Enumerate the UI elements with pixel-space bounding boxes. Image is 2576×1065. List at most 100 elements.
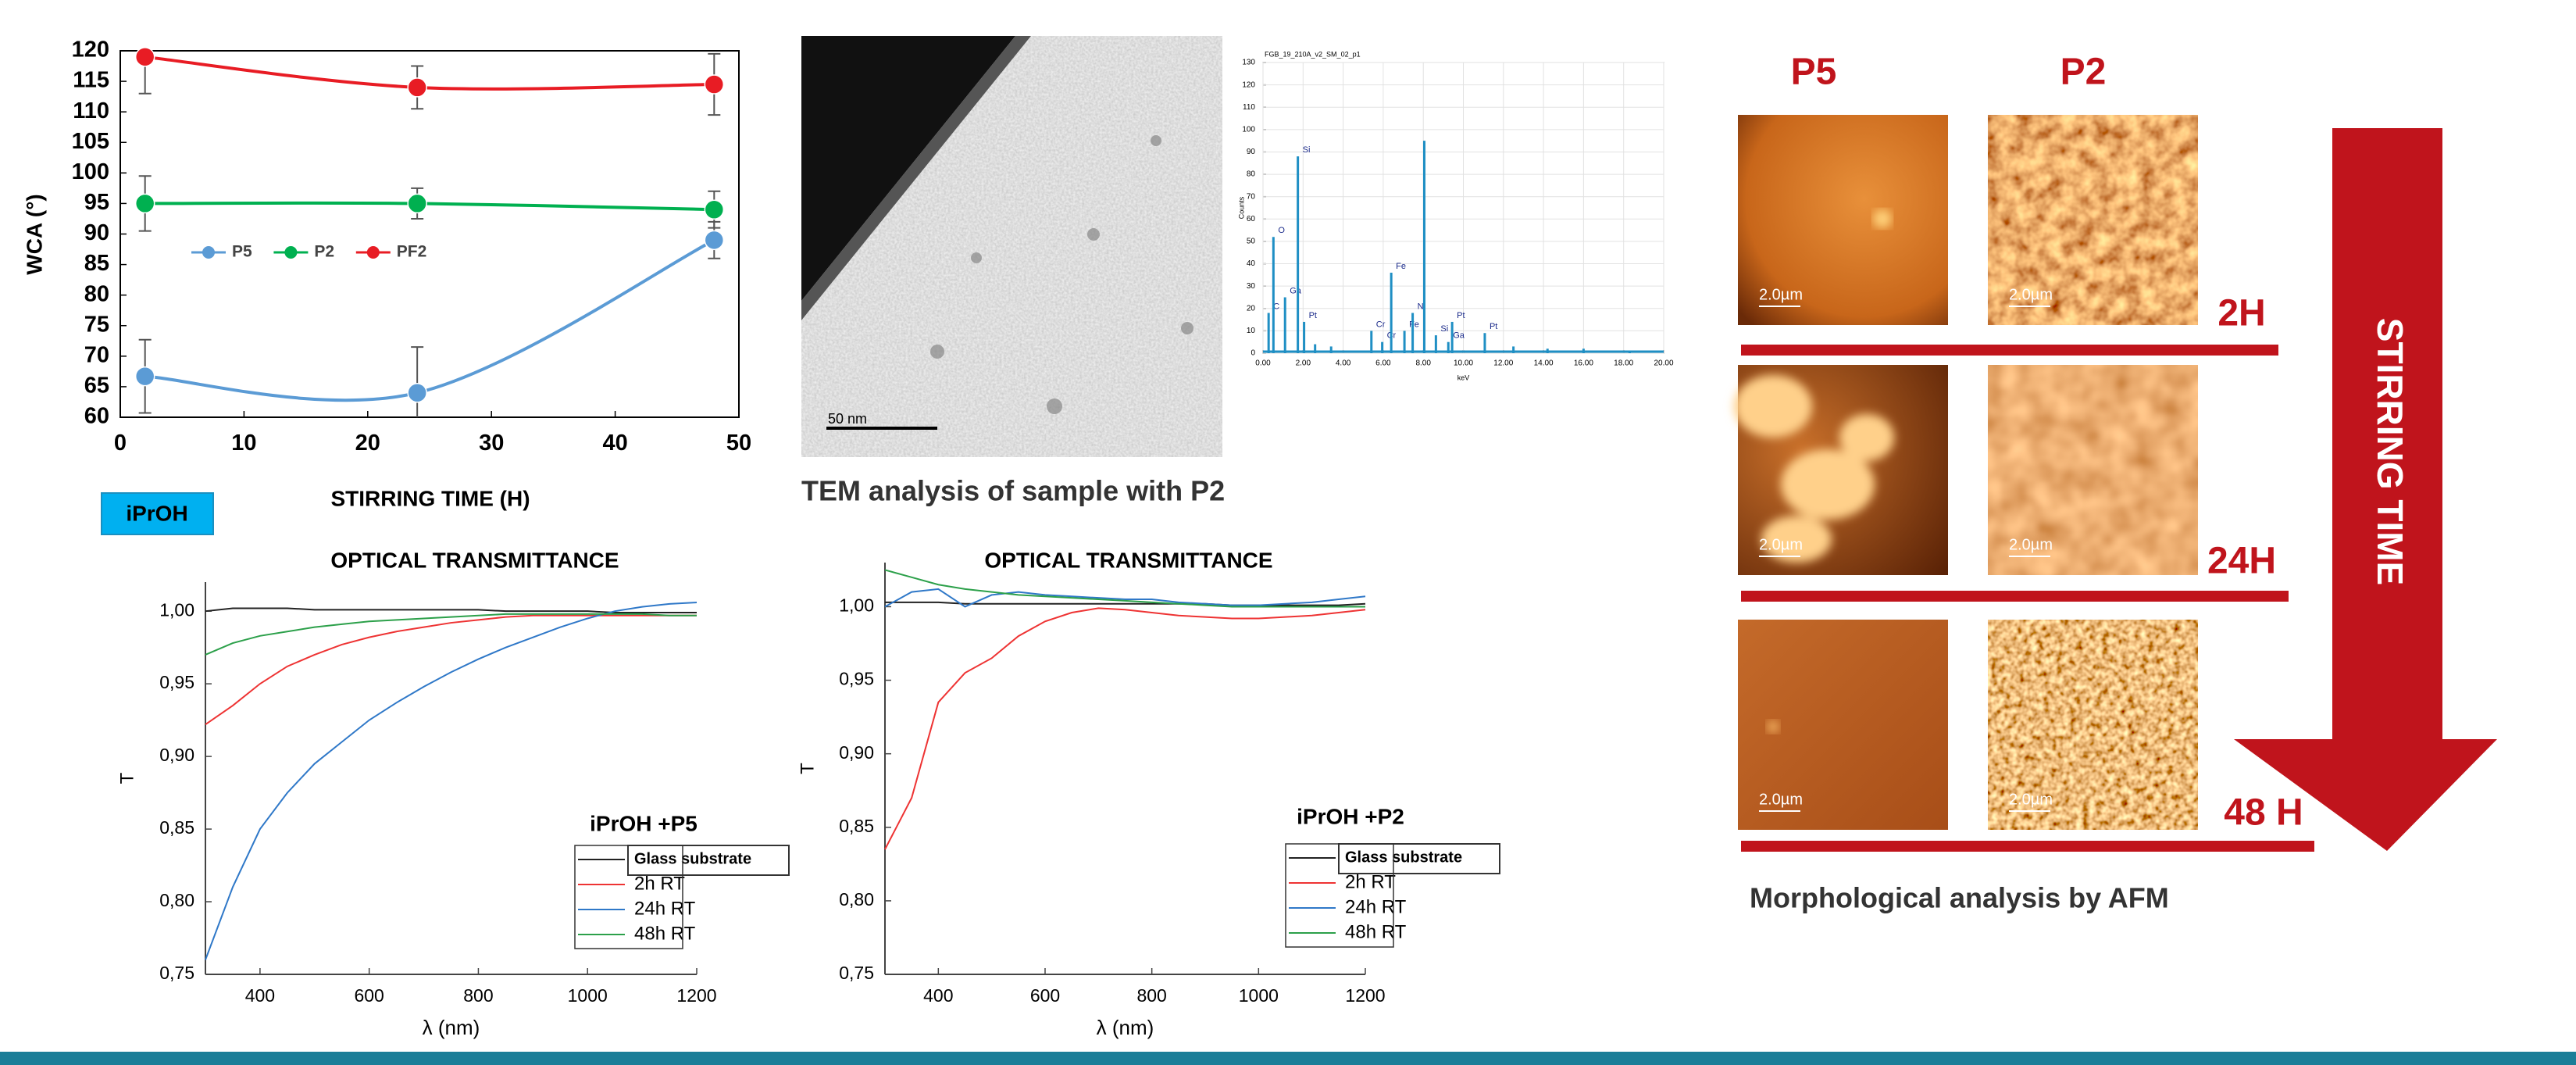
- y-tick-label: 0,85: [159, 817, 194, 838]
- series-line: [884, 569, 1365, 608]
- x-tick-label: 600: [354, 985, 384, 1006]
- x-tick-label: 400: [245, 985, 275, 1006]
- peak-label: Si: [1440, 324, 1448, 334]
- annotation: iPrOH +P2: [1297, 804, 1404, 828]
- point: [704, 230, 725, 251]
- y-axis-label: WCA (°): [22, 194, 46, 274]
- y-axis-label: Counts: [1237, 196, 1245, 219]
- footer-bar: [0, 1052, 2576, 1065]
- y-tick-label: 75: [84, 312, 109, 337]
- y-tick-label: 20: [1247, 304, 1256, 313]
- x-axis-label: λ (nm): [1097, 1016, 1154, 1039]
- y-tick-label: 0,95: [839, 669, 874, 689]
- scale-label: 2.0µm: [1759, 286, 1803, 303]
- legend-label: 2h RT: [634, 873, 685, 894]
- legend-label: 2h RT: [1345, 871, 1396, 892]
- y-tick-label: 65: [84, 373, 109, 398]
- series-line: [884, 588, 1366, 608]
- legend-label: P5: [232, 243, 252, 261]
- series-line: [205, 614, 697, 726]
- legend-label: 48h RT: [1345, 921, 1407, 942]
- y-tick-label: 0,80: [159, 890, 194, 910]
- scale-label: 2.0µm: [2009, 286, 2053, 303]
- x-tick-label: 16.00: [1574, 359, 1593, 368]
- series-line: [144, 238, 715, 402]
- x-tick-label: 1000: [1239, 985, 1279, 1006]
- scale-label: 2.0µm: [2009, 791, 2053, 808]
- scale-label: 2.0µm: [1759, 536, 1803, 553]
- peak-label: Ga: [1290, 286, 1302, 295]
- x-tick-label: 1000: [568, 985, 608, 1006]
- scale-label: 2.0µm: [1759, 791, 1803, 808]
- legend-label: Glass substrate: [634, 850, 751, 867]
- legend-label: Glass substrate: [1345, 849, 1462, 866]
- y-tick-label: 0: [1251, 349, 1255, 358]
- point: [134, 47, 155, 67]
- peak-label: O: [1278, 226, 1285, 235]
- legend-marker: [202, 246, 215, 259]
- x-tick-label: 800: [463, 985, 493, 1006]
- y-tick-label: 40: [1247, 259, 1256, 268]
- peak-label: C: [1273, 302, 1279, 311]
- legend-box: [1338, 843, 1500, 874]
- scale-label: 2.0µm: [2009, 536, 2053, 553]
- y-tick-label: 70: [84, 342, 109, 367]
- peak-label: Cr: [1376, 320, 1386, 329]
- y-tick-label: 85: [84, 251, 109, 276]
- peak-label: Si: [1303, 145, 1311, 155]
- tem-image: [801, 36, 1222, 457]
- y-tick-label: 130: [1242, 59, 1255, 67]
- series-line: [144, 55, 715, 91]
- x-axis-label: keV: [1457, 373, 1470, 381]
- x-tick-label: 30: [479, 431, 504, 456]
- point: [134, 366, 155, 387]
- peak-label: Fe: [1396, 262, 1406, 271]
- label-box: [101, 492, 214, 535]
- peak-label: Ga: [1453, 331, 1465, 341]
- y-axis-label: T: [797, 763, 818, 774]
- peak-label: Fe: [1409, 320, 1419, 329]
- legend-label: 48h RT: [634, 923, 696, 944]
- series-line: [205, 613, 697, 656]
- legend-label: P2: [314, 243, 334, 261]
- x-tick-label: 10: [231, 431, 256, 456]
- legend-label: PF2: [397, 243, 427, 261]
- legend-frame: [574, 845, 683, 949]
- point: [407, 193, 427, 214]
- y-tick-label: 90: [84, 220, 109, 245]
- x-tick-label: 4.00: [1336, 359, 1351, 368]
- x-tick-label: 8.00: [1415, 359, 1431, 368]
- x-tick-label: 20.00: [1654, 359, 1673, 368]
- y-axis-label: T: [116, 772, 137, 784]
- point: [704, 74, 725, 95]
- y-tick-label: 30: [1247, 282, 1256, 291]
- peak-label: Pt: [1309, 311, 1317, 320]
- x-tick-label: 18.00: [1614, 359, 1633, 368]
- legend-label: 24h RT: [634, 898, 696, 919]
- x-tick-label: 50: [726, 431, 751, 456]
- arrow-label: STIRRING TIME: [2370, 318, 2410, 585]
- row-label: 48 H: [2224, 792, 2303, 834]
- point: [134, 193, 155, 214]
- row-label: 2H: [2217, 293, 2265, 334]
- caption: TEM analysis of sample with P2: [801, 475, 1225, 507]
- legend-label: 24h RT: [1345, 896, 1407, 917]
- x-tick-label: 14.00: [1534, 359, 1554, 368]
- x-tick-label: 0.00: [1255, 359, 1271, 368]
- y-tick-label: 0,80: [839, 889, 874, 910]
- legend-marker: [366, 246, 380, 259]
- x-tick-label: 400: [923, 985, 953, 1006]
- y-tick-label: 100: [72, 159, 109, 184]
- point: [704, 199, 725, 220]
- x-tick-label: 6.00: [1375, 359, 1391, 368]
- x-axis-label: λ (nm): [423, 1016, 480, 1039]
- scale-bar-label: 50 nm: [828, 411, 867, 427]
- x-tick-label: 0: [114, 431, 127, 456]
- legend-frame: [1285, 843, 1394, 948]
- y-tick-label: 110: [73, 98, 109, 123]
- y-tick-label: 80: [84, 281, 109, 306]
- point: [407, 382, 427, 403]
- y-tick-label: 1,00: [159, 599, 194, 620]
- afm-images: [1734, 115, 2497, 852]
- series-line: [205, 607, 697, 614]
